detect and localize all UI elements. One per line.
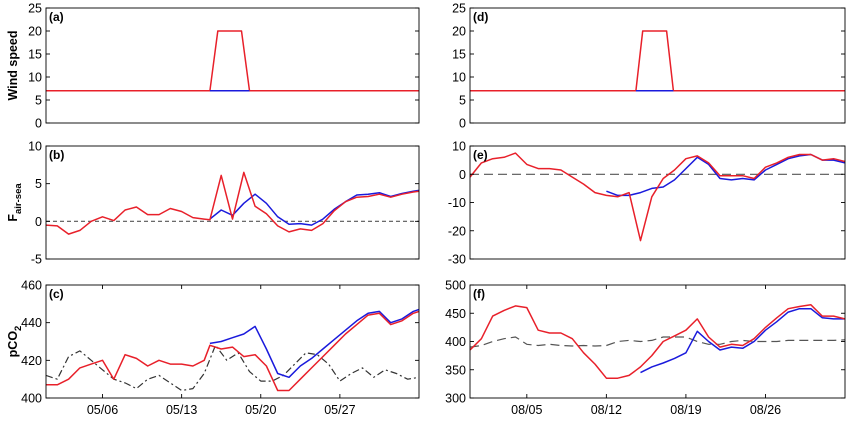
y-tick-label: 20: [28, 25, 42, 39]
x-tick-label: 08/12: [591, 403, 622, 417]
y-tick-label: 440: [21, 316, 42, 330]
x-tick-label: 05/13: [166, 403, 197, 417]
y-tick-label: 450: [445, 307, 466, 321]
y-tick-label: 420: [21, 354, 42, 368]
y-tick-label: 10: [452, 71, 466, 85]
panel-label: (d): [473, 10, 488, 24]
panel-label: (f): [473, 287, 485, 301]
panel-a: 0 5 10 15 20 25 (a) Wind speed: [6, 2, 420, 131]
y-tick-label: 10: [28, 71, 42, 85]
y-tick-label: 15: [452, 48, 466, 62]
series-red-line: [46, 171, 419, 235]
axes-frame: [45, 145, 420, 260]
panel-label: (a): [49, 10, 64, 24]
panel-c: 400 420 440 460 05/06 05/13 05/20 05/27 (c) pCO2: [6, 279, 420, 417]
y-tick-label: 400: [445, 335, 466, 349]
axes-frame: [45, 7, 420, 124]
panel-d: 0 5 10 15 20 25 (d): [452, 2, 846, 131]
y-axis-label: pCO2: [6, 326, 24, 358]
y-tick-label: 460: [21, 279, 42, 293]
panel-e: -30 -20 -10 0 10 (e): [448, 140, 846, 267]
y-tick-label: -10: [448, 196, 466, 210]
panel-label: (c): [49, 287, 64, 301]
y-tick-label: 5: [35, 94, 42, 108]
panel-label: (b): [49, 148, 64, 162]
series-red-line: [46, 30, 419, 92]
series-gray-line: [470, 336, 845, 348]
panel-b: -5 0 5 10 (b) Fair-sea: [6, 140, 420, 267]
y-tick-label: 0: [459, 117, 466, 131]
y-tick-label: 15: [28, 48, 42, 62]
series-red-line: [46, 310, 419, 392]
y-tick-label: 10: [452, 140, 466, 154]
y-tick-label: 400: [21, 392, 42, 406]
y-tick-label: 5: [459, 94, 466, 108]
y-tick-label: 25: [28, 2, 42, 16]
x-tick-label: 05/27: [324, 403, 355, 417]
panel-f: 300 350 400 450 500 08/05 08/12 08/19 08/26 (f): [445, 279, 846, 417]
y-tick-label: -20: [448, 224, 466, 238]
series-blue-line: [209, 308, 419, 379]
y-tick-label: -5: [31, 253, 42, 267]
y-tick-label: 350: [445, 363, 466, 377]
x-tick-label: 05/20: [245, 403, 276, 417]
panel-label: (e): [473, 148, 488, 162]
y-tick-label: -30: [448, 253, 466, 267]
axes-frame: [469, 284, 846, 399]
y-tick-label: 500: [445, 279, 466, 293]
y-tick-label: 0: [459, 168, 466, 182]
x-tick-label: 05/06: [87, 403, 118, 417]
y-tick-label: 300: [445, 392, 466, 406]
y-tick-label: 25: [452, 2, 466, 16]
series-dashblack-line: [46, 344, 419, 392]
axes-frame: [469, 7, 846, 124]
x-tick-label: 08/19: [670, 403, 701, 417]
y-tick-label: 10: [28, 140, 42, 154]
y-tick-label: 0: [35, 215, 42, 229]
x-tick-label: 08/26: [750, 403, 781, 417]
y-tick-label: 5: [35, 177, 42, 191]
series-blue-line: [209, 189, 419, 226]
y-tick-label: 0: [35, 117, 42, 131]
y-axis-label: Wind speed: [6, 30, 20, 100]
series-red-line: [470, 152, 845, 242]
y-tick-label: 20: [452, 25, 466, 39]
series-red-line: [470, 30, 845, 92]
y-axis-label: Fair-sea: [6, 183, 24, 222]
x-tick-label: 08/05: [511, 403, 542, 417]
series-blue-line: [640, 307, 845, 374]
axes-frame: [45, 284, 420, 399]
series-red-line: [470, 304, 845, 379]
